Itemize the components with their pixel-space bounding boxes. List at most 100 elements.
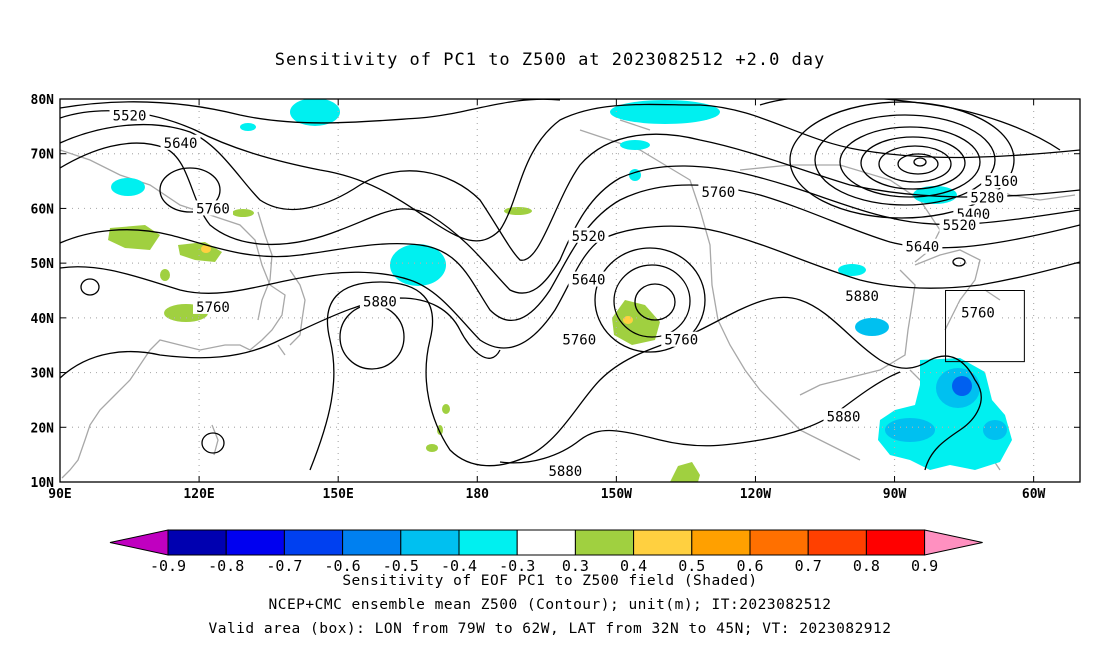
contour-label: 5880 (845, 289, 879, 305)
contour-label-bg (698, 184, 739, 200)
colorbar-label: 0.7 (795, 557, 822, 575)
contour-label: 5760 (196, 201, 230, 217)
plot-frame (59, 98, 1081, 483)
contour-label-bg (958, 304, 998, 320)
shade-negative (952, 376, 972, 396)
contour-label: 5760 (961, 305, 995, 321)
shade-negative (610, 100, 720, 124)
shade-negative (290, 99, 340, 126)
shade-negative (240, 123, 256, 131)
lon-tick-label: 180 (466, 487, 490, 502)
contour-label: 5160 (984, 174, 1018, 190)
lon-tick-label: 120E (183, 487, 214, 502)
colorbar-max-arrow (924, 529, 983, 556)
contour-label-bg (568, 271, 609, 287)
shade-positive (670, 462, 700, 482)
contour-label-bg (193, 298, 233, 314)
contour-label-bg (902, 238, 943, 254)
shade-positive (232, 209, 254, 217)
contour-label: 5760 (196, 300, 230, 316)
lon-tick-label: 150W (601, 487, 632, 502)
lon-axis: 90E 120E 150E 180 150W 120W 90W 60W (48, 99, 1046, 502)
contour-label: 5760 (664, 333, 698, 349)
colorbar-swatch (458, 529, 518, 556)
caption-line-1: Sensitivity of EOF PC1 to Z500 field (Sh… (342, 573, 758, 589)
valid-area-box (945, 290, 1025, 363)
contour-label: 5280 (970, 190, 1004, 206)
colorbar-swatch (516, 529, 576, 556)
contour-label-bg (545, 463, 586, 479)
colorbar-label: 0.8 (853, 557, 880, 575)
contour-label-bg (823, 408, 864, 424)
lat-tick-label: 20N (31, 421, 55, 436)
graticule (60, 99, 1080, 482)
shade-negative (620, 140, 650, 150)
contour-label-bg (967, 189, 1008, 205)
lat-tick-label: 80N (31, 93, 55, 108)
shade-positive (442, 404, 450, 414)
colorbar-label: -0.6 (325, 557, 361, 575)
contour-label-bg (359, 293, 400, 309)
colorbar-label: -0.4 (441, 557, 477, 575)
contour-label: 5520 (113, 108, 147, 124)
lat-tick-label: 50N (31, 257, 55, 272)
colorbar-label: 0.4 (620, 557, 647, 575)
colorbar-swatch (400, 529, 460, 556)
contour-label-bg (568, 227, 609, 243)
colorbar-label: 0.6 (736, 557, 763, 575)
colorbar-swatch (865, 529, 926, 556)
colorbar-swatch (167, 529, 227, 556)
shade-positive (612, 300, 660, 345)
shade-positive (201, 245, 211, 253)
contour-label: 5640 (572, 273, 606, 289)
shade-negative (885, 418, 935, 442)
colorbar-label: -0.7 (266, 557, 302, 575)
shade-negative (111, 178, 145, 196)
lat-tick-label: 30N (31, 367, 55, 382)
colorbar-label: -0.5 (383, 557, 419, 575)
contour-label-bg (193, 200, 233, 216)
contour-label-bg (559, 331, 600, 347)
contour-label-bg (939, 216, 980, 232)
colorbar-label: 0.5 (678, 557, 705, 575)
colorbar-min-arrow (109, 529, 169, 556)
lat-tick-label: 70N (31, 148, 55, 163)
colorbar-swatch (749, 529, 809, 556)
shade-positive (108, 225, 160, 250)
shade-negative (390, 244, 446, 286)
lon-tick-label: 120W (740, 487, 771, 502)
shade-positive (178, 242, 222, 262)
colorbar: -0.9 -0.8 -0.7 -0.6 -0.5 -0.4 -0.3 0.3 0.4 0.5 0.6… (109, 529, 983, 575)
contour-label: 5520 (572, 229, 606, 245)
shade-positive (623, 316, 633, 324)
caption-line-3: Valid area (box): LON from 79W to 62W, L… (208, 621, 892, 637)
colorbar-swatch (342, 529, 402, 556)
contour-label: 5640 (164, 136, 198, 152)
shade-positive (426, 444, 438, 452)
lon-tick-label: 150E (323, 487, 354, 502)
lat-tick-label: 10N (31, 476, 55, 491)
lon-tick-label: 90W (883, 487, 907, 502)
contour-label: 5760 (702, 185, 736, 201)
lat-tick-label: 60N (31, 202, 55, 217)
colorbar-swatch (283, 529, 344, 556)
contour-label-bg (842, 287, 883, 303)
lat-tick-label: 40N (31, 312, 55, 327)
colorbar-label: -0.8 (208, 557, 244, 575)
contour-labels: 5520 5640 5760 5760 5880 5520 5640 5760 5760 5760… (109, 107, 1022, 480)
lon-tick-label: 60W (1022, 487, 1046, 502)
colorbar-swatch (807, 529, 867, 556)
colorbar-swatch (633, 529, 693, 556)
lat-axis: 80N 70N 60N 50N 40N 30N 20N 10N (31, 93, 1080, 491)
contour-label-bg (661, 331, 702, 347)
contour-label-bg (109, 107, 150, 123)
shade-negative (983, 420, 1007, 440)
caption-line-2: NCEP+CMC ensemble mean Z500 (Contour); u… (268, 597, 832, 613)
colorbar-swatch (225, 529, 285, 556)
contour-label: 5880 (549, 464, 583, 480)
colorbar-swatch (574, 529, 635, 556)
map-title: Sensitivity of PC1 to Z500 at 2023082512… (274, 50, 826, 70)
contour-label-bg (160, 134, 201, 150)
contour-label: 5880 (363, 294, 397, 310)
